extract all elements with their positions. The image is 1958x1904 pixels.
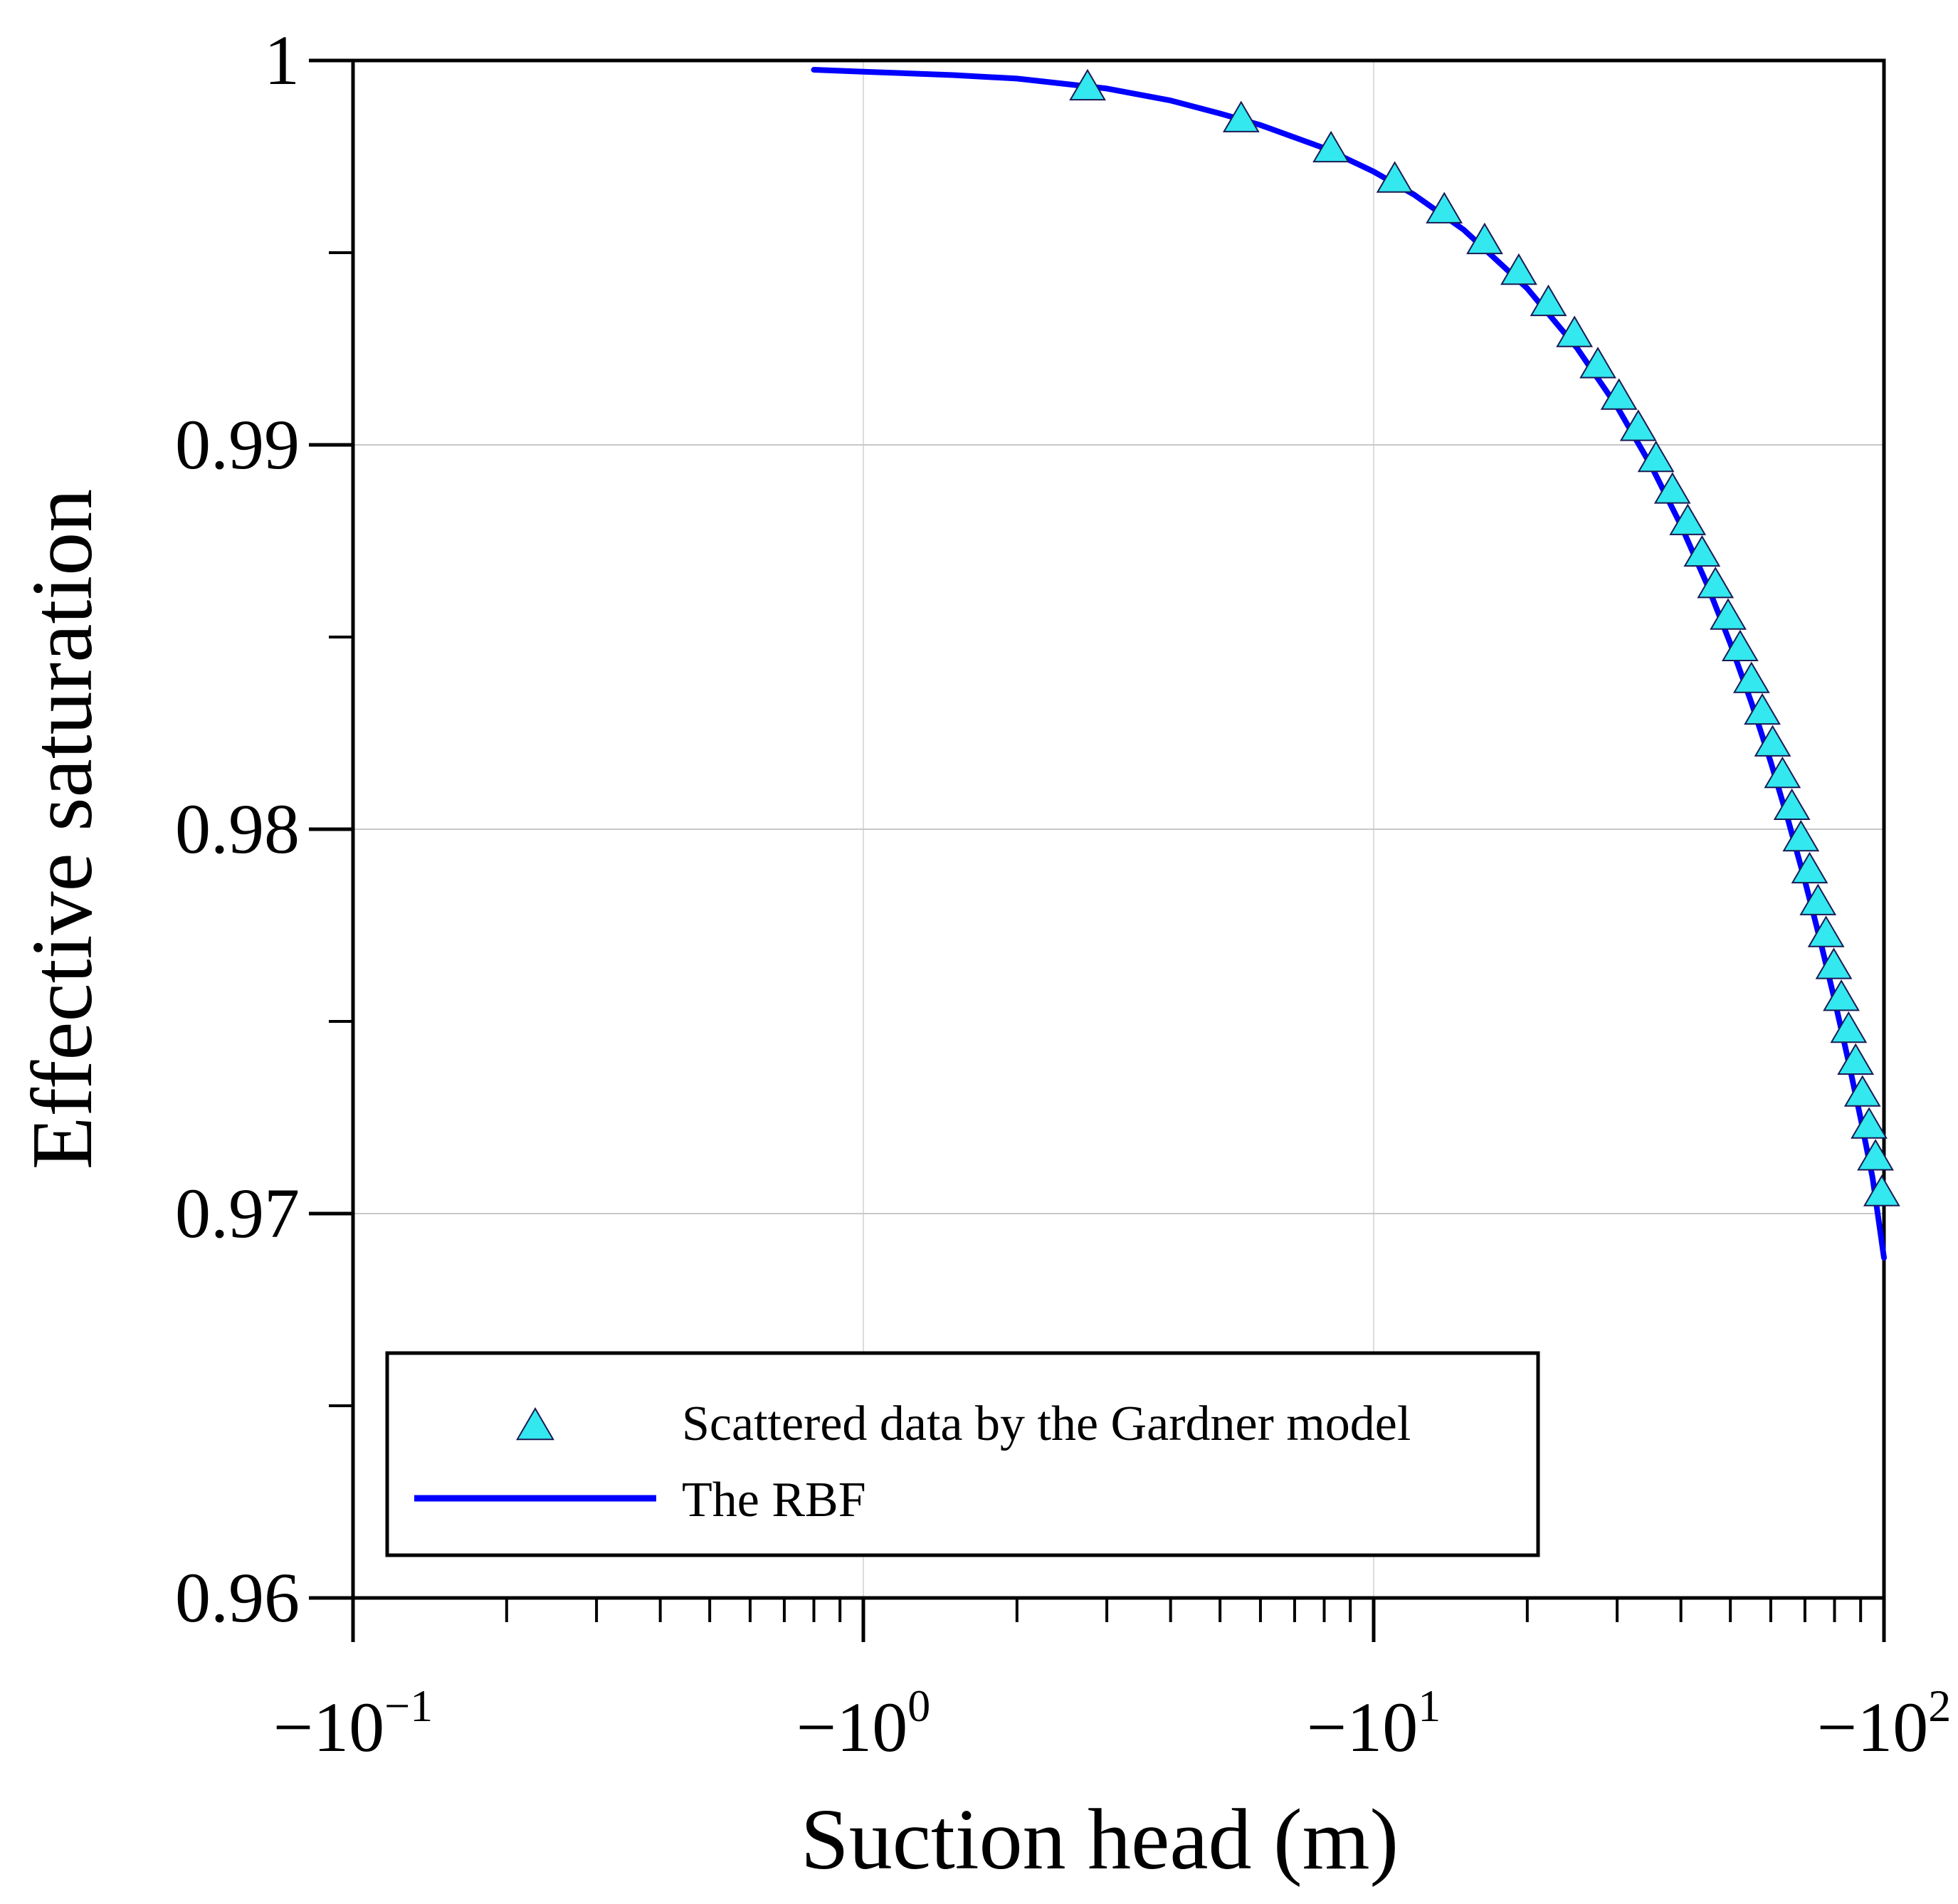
scatter-point [1637, 440, 1675, 473]
scatter-point [1721, 629, 1759, 661]
legend-label-scatter: Scattered data by the Gardner model [682, 1397, 1411, 1451]
scatter-point [1426, 191, 1463, 223]
legend-label-rbf: The RBF [682, 1473, 866, 1527]
scatter-point [1830, 1011, 1868, 1043]
legend-triangle-marker [516, 1407, 554, 1441]
x-axis-tick-labels: −10−1 −100 −101 −102 [273, 1681, 1951, 1767]
scatter-point [1823, 979, 1860, 1011]
y-tick-label: 0.98 [175, 789, 300, 868]
scatter-point [1851, 1107, 1888, 1139]
scatter-point [1500, 253, 1537, 285]
scatter-point [1697, 567, 1735, 599]
y-grid-lines [353, 444, 1884, 1214]
x-tick-label: −100 [796, 1681, 930, 1767]
scatter-point [1837, 1043, 1875, 1075]
scatter-point [1710, 598, 1747, 630]
scatter-point [1744, 693, 1781, 725]
scatter-point [1782, 819, 1820, 852]
x-tick-label: −10−1 [273, 1681, 433, 1767]
y-tick-label: 1 [264, 21, 300, 100]
scatter-point [1754, 725, 1791, 757]
x-tick-label: −102 [1817, 1681, 1951, 1767]
scatter-point [1376, 161, 1414, 193]
scatter-point [1466, 222, 1503, 255]
x-axis-ticks [351, 1598, 1886, 1642]
rbf-series [811, 67, 1887, 1261]
scatter-point [1600, 378, 1638, 410]
y-tick-label: 0.99 [175, 405, 300, 484]
scatter-point [1857, 1139, 1894, 1171]
scatter-point [1669, 503, 1707, 535]
y-axis-tick-labels: 0.96 0.97 0.98 0.99 1 [175, 21, 300, 1637]
scatter-point [1069, 68, 1106, 101]
y-tick-label: 0.96 [175, 1558, 300, 1637]
scatter-point [1222, 100, 1260, 132]
scatter-point [1807, 915, 1845, 947]
x-axis-title: Suction head (m) [801, 1792, 1399, 1888]
x-tick-label: −101 [1307, 1681, 1441, 1767]
scatter-point [1791, 851, 1828, 884]
scatter-point [1799, 883, 1837, 915]
scatter-point [1530, 284, 1567, 317]
y-axis-title: Effective saturation [14, 489, 110, 1169]
legend: Scattered data by the Gardner model The … [385, 1351, 1540, 1557]
scatter-point [1843, 1075, 1881, 1107]
scatter-point [1732, 661, 1770, 693]
scatter-point [1556, 315, 1594, 347]
scatter-point [1683, 535, 1721, 567]
scatter-point [1815, 947, 1853, 979]
y-tick-label: 0.97 [175, 1174, 300, 1253]
y-axis-ticks [309, 58, 353, 1600]
gardner-series [1069, 68, 1900, 1206]
scatter-point [1579, 347, 1616, 379]
rbf-curve [811, 67, 1887, 1261]
scatter-point [1764, 756, 1801, 789]
scatter-point [1653, 472, 1691, 504]
scatter-point [1312, 130, 1349, 163]
legend-box [385, 1351, 1540, 1557]
scatter-point [1619, 409, 1657, 441]
scatter-point [1773, 788, 1811, 820]
scatter-point [1863, 1174, 1900, 1206]
